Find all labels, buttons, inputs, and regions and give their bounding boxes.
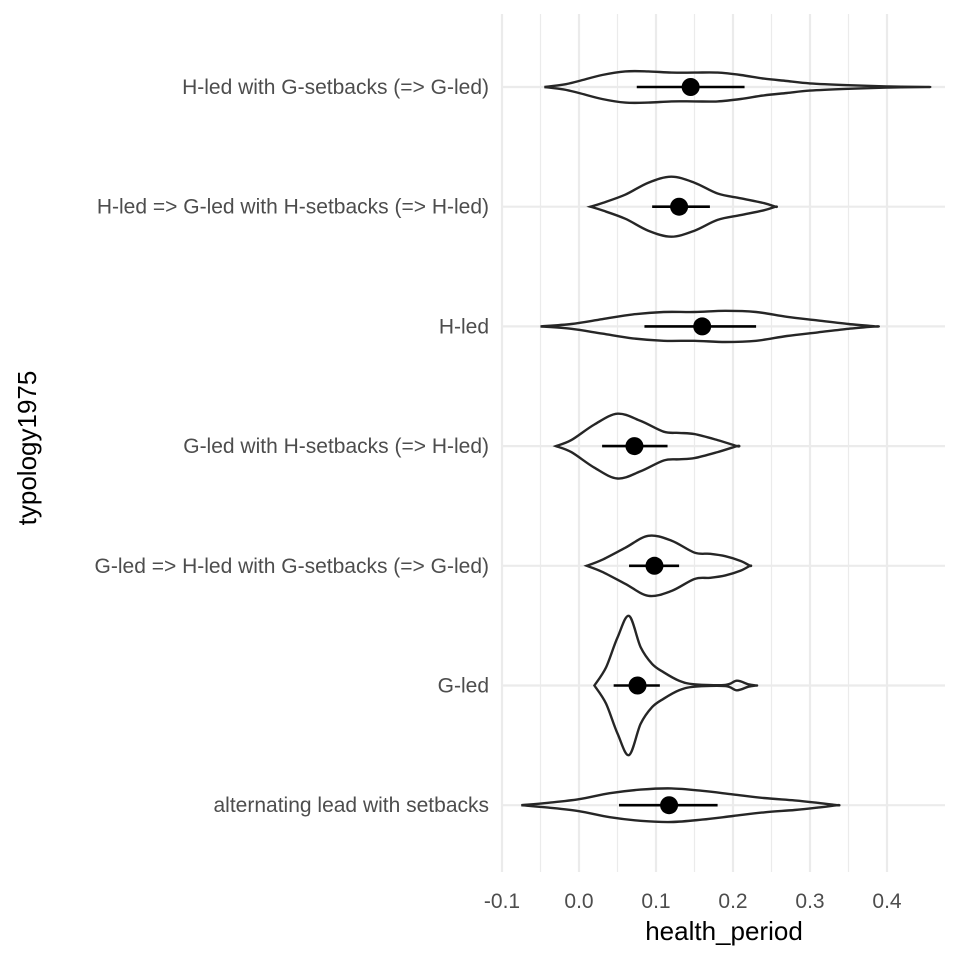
x-tick-label: 0.0: [564, 890, 593, 913]
x-tick-label: 0.3: [795, 890, 824, 913]
mean-point: [693, 317, 712, 336]
x-tick-label: -0.1: [484, 890, 520, 913]
mean-point: [628, 676, 647, 695]
mean-point: [625, 437, 644, 456]
violin-shape: [586, 175, 778, 238]
category-labels: H-led with G-setbacks (=> G-led) H-led =>…: [95, 76, 489, 817]
category-label: H-led with G-setbacks (=> G-led): [182, 76, 489, 99]
violins: [521, 69, 932, 824]
mean-point: [645, 556, 664, 575]
violin-shape: [583, 534, 753, 598]
y-axis-title: typology1975: [12, 371, 42, 526]
violin-shape: [544, 69, 932, 105]
category-label: H-led: [439, 315, 489, 338]
violin-shape: [521, 787, 841, 824]
x-tick-labels: -0.1 0.0 0.1 0.2 0.3 0.4: [484, 890, 902, 913]
violin-shape: [592, 614, 759, 757]
mean-point: [660, 796, 679, 815]
category-label: G-led with H-setbacks (=> H-led): [183, 435, 489, 458]
x-axis-title: health_period: [645, 916, 803, 946]
x-tick-label: 0.2: [718, 890, 747, 913]
mean-point: [670, 197, 689, 216]
category-label: G-led: [438, 675, 489, 698]
violin-shape: [540, 309, 880, 344]
violin-shape: [552, 412, 741, 480]
x-tick-label: 0.4: [872, 890, 902, 913]
x-tick-label: 0.1: [641, 890, 670, 913]
mean-point: [681, 78, 700, 96]
category-label: alternating lead with setbacks: [214, 794, 490, 817]
category-label: G-led => H-led with G-setbacks (=> G-led…: [95, 555, 489, 578]
category-label: H-led => G-led with H-setbacks (=> H-led…: [97, 196, 489, 219]
